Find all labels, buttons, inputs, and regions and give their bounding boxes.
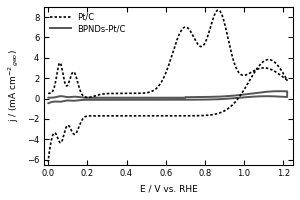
X-axis label: E / V vs. RHE: E / V vs. RHE [140, 184, 197, 193]
BPNDs-Pt/C [46, 102, 50, 104]
BPNDs-Pt/C [278, 90, 282, 92]
Pt/C [46, 160, 50, 163]
Pt/C [60, 140, 64, 143]
BPNDs-Pt/C [60, 100, 64, 103]
Pt/C [148, 115, 152, 117]
Pt/C [60, 140, 64, 142]
Legend: Pt/C, BPNDs-Pt/C: Pt/C, BPNDs-Pt/C [48, 11, 128, 35]
BPNDs-Pt/C [71, 96, 74, 98]
BPNDs-Pt/C [266, 90, 270, 93]
Pt/C [266, 67, 270, 70]
Pt/C [279, 74, 283, 77]
BPNDs-Pt/C [60, 100, 64, 103]
BPNDs-Pt/C [148, 99, 152, 101]
Y-axis label: j / (mA cm$^{-2}$$_{geo}$): j / (mA cm$^{-2}$$_{geo}$) [7, 49, 21, 122]
Pt/C [46, 92, 50, 95]
Pt/C [71, 71, 74, 74]
BPNDs-Pt/C [46, 96, 50, 99]
Pt/C [217, 9, 220, 11]
Line: Pt/C: Pt/C [48, 10, 287, 162]
Line: BPNDs-Pt/C: BPNDs-Pt/C [48, 91, 287, 103]
BPNDs-Pt/C [279, 90, 283, 92]
